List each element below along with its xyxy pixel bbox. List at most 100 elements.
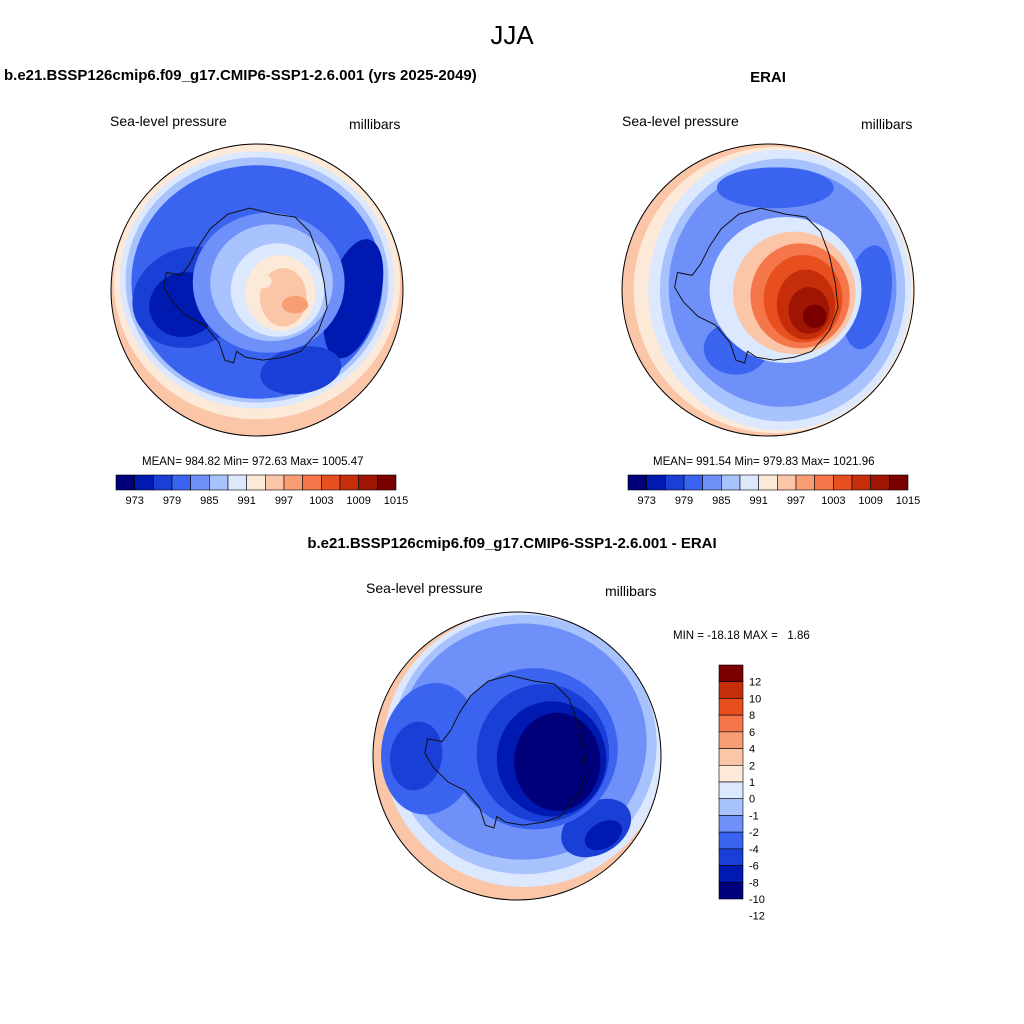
model-panel-title: b.e21.BSSP126cmip6.f09_g17.CMIP6-SSP1-2.… — [4, 67, 477, 84]
diff-colorbar-swatch — [718, 881, 744, 900]
model-colorbar-swatch — [190, 474, 210, 491]
obs-colorbar-swatch — [758, 474, 778, 491]
model-colorbar-tick-label: 1015 — [384, 495, 408, 507]
obs-colorbar-tick-label: 991 — [749, 495, 767, 507]
obs-panel-title: ERAI — [750, 69, 786, 86]
model-colorbar-swatch — [171, 474, 191, 491]
diff-coastline — [424, 674, 587, 829]
obs-colorbar-swatch — [646, 474, 666, 491]
diff-colorbar-tick-label: -4 — [749, 844, 759, 856]
model-colorbar-tick-label: 1009 — [346, 495, 370, 507]
diff-colorbar-swatch — [718, 848, 744, 866]
model-colorbar-swatch — [358, 474, 378, 491]
obs-colorbar-swatch — [665, 474, 685, 491]
diff-colorbar-swatch — [718, 748, 744, 766]
diff-map-border — [372, 611, 662, 901]
diff-colorbar-tick-label: 2 — [749, 760, 755, 772]
model-colorbar-tick-label: 985 — [200, 495, 218, 507]
obs-variable-label: Sea-level pressure — [622, 113, 739, 129]
model-map-border — [110, 143, 404, 437]
model-ant-inner — [254, 273, 272, 289]
obs-colorbar-swatch — [851, 474, 871, 491]
diff-low-se-core — [584, 820, 623, 851]
model-units-label: millibars — [349, 116, 401, 132]
obs-colorbar-tick-label: 973 — [637, 495, 655, 507]
diff-colorbar-swatch — [718, 865, 744, 883]
obs-colorbar-swatch — [721, 474, 741, 491]
obs-map-fill — [622, 144, 914, 436]
obs-colorbar-swatch — [683, 474, 703, 491]
obs-colorbar-swatch — [814, 474, 834, 491]
diff-colorbar-tick-label: -1 — [749, 810, 759, 822]
diff-colorbar-swatch — [718, 815, 744, 833]
obs-map-border — [621, 143, 915, 437]
diff-colorbar-swatch — [718, 764, 744, 783]
diff-colorbar-swatch — [718, 664, 744, 683]
model-colorbar-swatch — [321, 474, 341, 491]
diff-panel-title: b.e21.BSSP126cmip6.f09_g17.CMIP6-SSP1-2.… — [307, 535, 717, 552]
diff-colorbar-swatch — [718, 681, 744, 699]
obs-colorbar-swatch — [627, 474, 647, 491]
model-ant-6 — [281, 295, 309, 314]
model-colorbar-tick-label: 991 — [237, 495, 255, 507]
diff-colorbar-swatch — [718, 731, 744, 749]
obs-colorbar-swatch — [739, 474, 759, 491]
obs-low-north — [716, 167, 834, 209]
model-colorbar-swatch — [115, 474, 135, 491]
model-colorbar-swatch — [246, 474, 266, 491]
model-colorbar-swatch — [227, 474, 247, 491]
diff-colorbar-tick-label: 8 — [749, 710, 755, 722]
obs-colorbar-tick-label: 1015 — [896, 495, 920, 507]
diff-ant-4 — [514, 712, 601, 811]
diff-colorbar-tick-label: 1 — [749, 777, 755, 789]
diff-colorbar-tick-label: 6 — [749, 727, 755, 739]
model-variable-label: Sea-level pressure — [110, 113, 227, 129]
diff-units-label: millibars — [605, 583, 657, 599]
diff-colorbar-tick-label: 12 — [749, 677, 761, 689]
model-map-fill — [111, 144, 403, 436]
diff-colorbar-tick-label: 10 — [749, 693, 761, 705]
obs-colorbar-tick-label: 985 — [712, 495, 730, 507]
obs-colorbar-swatch — [889, 474, 909, 491]
diff-colorbar-swatch — [718, 781, 744, 800]
diff-stats: MIN = -18.18 MAX = 1.86 — [673, 630, 810, 642]
obs-colorbar-tick-label: 997 — [787, 495, 805, 507]
obs-stats: MEAN= 991.54 Min= 979.83 Max= 1021.96 — [653, 456, 875, 468]
diff-variable-label: Sea-level pressure — [366, 580, 483, 596]
diff-colorbar-swatch — [718, 714, 744, 733]
model-colorbar-tick-label: 979 — [163, 495, 181, 507]
diff-colorbar-swatch — [718, 698, 744, 716]
obs-colorbar-tick-label: 1009 — [858, 495, 882, 507]
obs-colorbar-tick-label: 979 — [675, 495, 693, 507]
diff-colorbar-swatch — [718, 831, 744, 850]
diff-colorbar-swatch — [718, 798, 744, 816]
model-low-south — [260, 346, 342, 395]
obs-colorbar-tick-label: 1003 — [821, 495, 845, 507]
model-coastline — [163, 207, 328, 364]
diff-colorbar-tick-label: -6 — [749, 861, 759, 873]
diff-colorbar-tick-label: -2 — [749, 827, 759, 839]
obs-coastline — [674, 207, 839, 364]
obs-ant-7 — [803, 304, 827, 328]
model-colorbar-swatch — [377, 474, 397, 491]
diff-colorbar-tick-label: -8 — [749, 877, 759, 889]
diff-colorbar-tick-label: -12 — [749, 911, 765, 923]
model-colorbar-swatch — [265, 474, 285, 491]
obs-units-label: millibars — [861, 116, 913, 132]
diff-colorbar-tick-label: -10 — [749, 894, 765, 906]
model-colorbar-swatch — [209, 474, 229, 491]
obs-colorbar-swatch — [795, 474, 815, 491]
obs-colorbar-swatch — [833, 474, 853, 491]
model-colorbar-swatch — [283, 474, 303, 491]
model-colorbar-swatch — [153, 474, 173, 491]
model-colorbar-swatch — [339, 474, 359, 491]
model-colorbar-tick-label: 973 — [125, 495, 143, 507]
model-stats: MEAN= 984.82 Min= 972.63 Max= 1005.47 — [142, 456, 364, 468]
model-colorbar-swatch — [302, 474, 322, 491]
model-colorbar-swatch — [134, 474, 154, 491]
model-colorbar-tick-label: 1003 — [309, 495, 333, 507]
diff-colorbar-tick-label: 0 — [749, 794, 755, 806]
season-title: JJA — [490, 20, 534, 50]
obs-colorbar-swatch — [777, 474, 797, 491]
